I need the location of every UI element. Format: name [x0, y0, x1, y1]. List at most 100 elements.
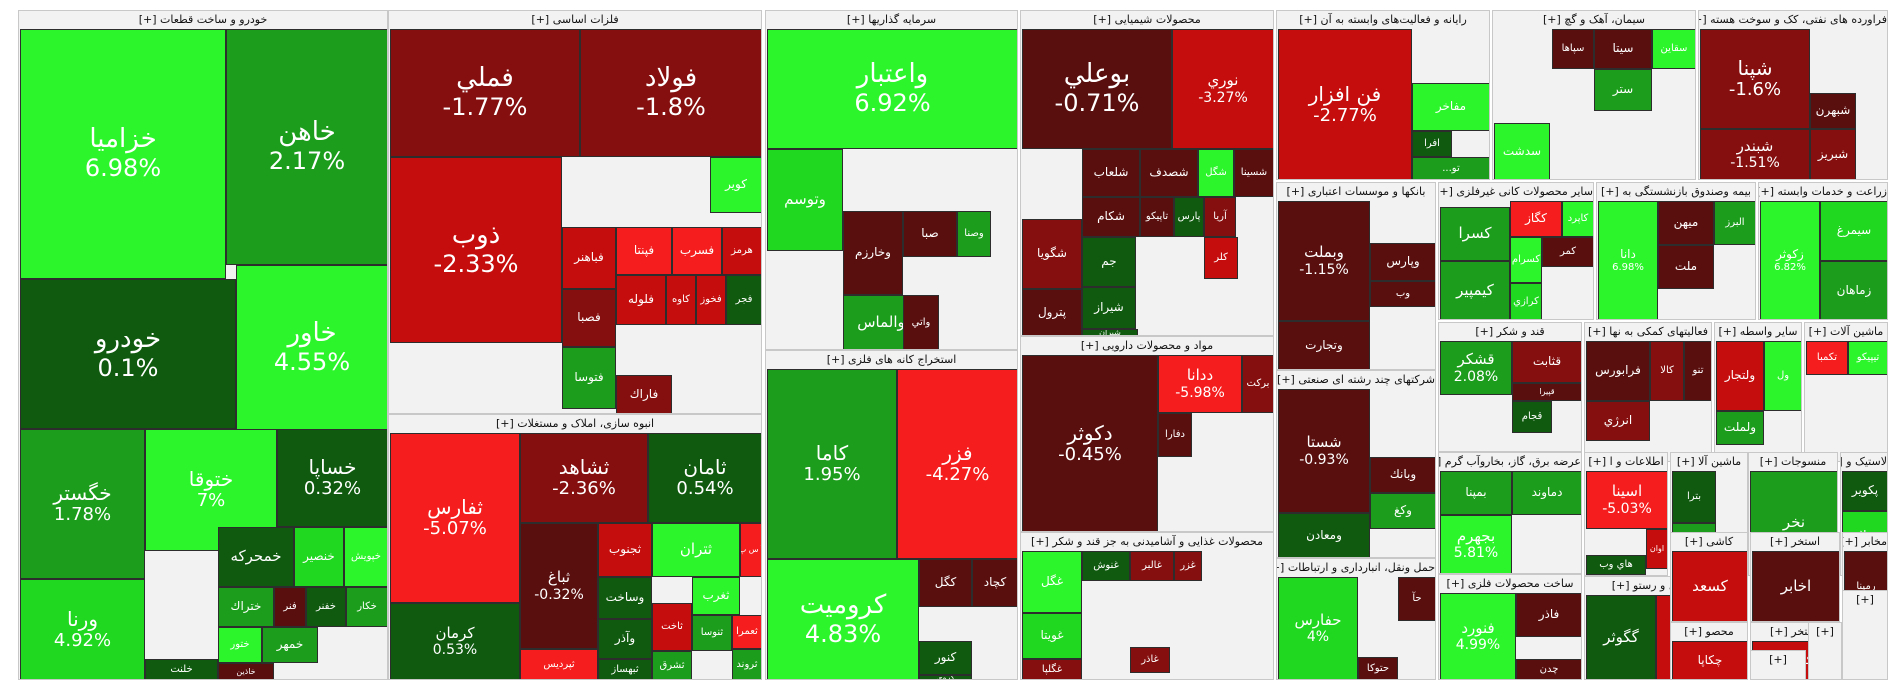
stock-tile[interactable]: شیراز [1082, 287, 1136, 329]
stock-tile[interactable]: كسرام [1510, 237, 1542, 283]
stock-tile[interactable]: دانا 6.98% [1598, 201, 1658, 319]
stock-tile[interactable]: البرز [1714, 201, 1755, 245]
stock-tile[interactable]: واعتبار 6.92% [767, 29, 1017, 149]
stock-tile[interactable]: وصنا [957, 211, 991, 257]
stock-tile[interactable]: خلنت [145, 659, 218, 679]
sector-title[interactable]: فلزات اساسی [+] [531, 13, 619, 26]
stock-tile[interactable]: اخابر [1752, 551, 1839, 621]
stock-tile[interactable]: ومعادن [1278, 513, 1370, 557]
stock-tile[interactable]: وبملت -1.15% [1278, 201, 1370, 321]
stock-tile[interactable]: كاما 1.95% [767, 369, 897, 559]
stock-tile[interactable]: شبهرن [1810, 93, 1856, 129]
stock-tile[interactable]: وساخت [598, 577, 652, 619]
sector-title[interactable]: سرمایه گذاریها [+] [846, 13, 937, 26]
stock-tile[interactable]: كسعد [1672, 551, 1747, 621]
stock-tile[interactable]: وكغ [1370, 493, 1435, 529]
stock-tile[interactable]: غاذر [1130, 647, 1170, 673]
stock-tile[interactable]: دكوثر -0.45% [1022, 355, 1158, 531]
sector-title[interactable]: اطلاعات و ا [+] [1588, 455, 1664, 468]
stock-tile[interactable]: خمحرکه [218, 527, 294, 587]
stock-tile[interactable]: غزر [1174, 551, 1202, 581]
stock-tile[interactable]: شبریز [1810, 129, 1856, 179]
stock-tile[interactable]: فتوسا [562, 347, 616, 409]
stock-tile[interactable]: پترول [1022, 289, 1082, 335]
sector-title[interactable]: [+] [1769, 653, 1787, 666]
stock-tile[interactable]: زكوثر 6.82% [1760, 201, 1820, 319]
stock-tile[interactable]: ختراك [218, 587, 274, 627]
stock-tile[interactable]: شیران [1082, 329, 1138, 335]
stock-tile[interactable]: دفارا [1158, 413, 1192, 457]
stock-tile[interactable]: حفارس 4% [1278, 577, 1358, 679]
sector-title[interactable]: شرکتهای چند رشته ای صنعتی [+] [1277, 373, 1435, 386]
stock-tile[interactable]: افرا [1412, 131, 1452, 157]
sector-title[interactable]: لاستیک و [+] [1841, 455, 1887, 468]
stock-tile[interactable]: ثنوسا [692, 615, 732, 651]
stock-tile[interactable]: قثابت [1512, 341, 1581, 383]
stock-tile[interactable]: جم [1082, 237, 1136, 287]
sector-title[interactable]: رایانه و فعالیت‌های وابسته به آن [+] [1299, 13, 1467, 26]
stock-tile[interactable]: كيمپير [1440, 261, 1510, 319]
stock-tile[interactable]: سدشت [1494, 123, 1550, 179]
sector-title[interactable]: قند و شکر [+] [1475, 325, 1545, 338]
stock-tile[interactable]: تنو [1684, 341, 1711, 401]
stock-tile[interactable]: وب [1370, 281, 1435, 307]
sector-title[interactable]: فعالیتهای کمکی به نها [+] [1587, 325, 1708, 338]
sector-title[interactable]: بانکها و موسسات اعتباری [+] [1286, 185, 1426, 198]
sector-title[interactable]: محصولات غذایی و آشامیدنی به جز قند و شکر… [1031, 535, 1263, 548]
stock-tile[interactable]: كرازي [1510, 283, 1542, 319]
stock-tile[interactable]: تاپیكو [1140, 197, 1174, 237]
stock-tile[interactable]: ...تو [1412, 157, 1489, 179]
stock-tile[interactable]: غگل [1022, 551, 1082, 613]
sector-title[interactable]: انبوه سازی، املاک و مستغلات [+] [495, 417, 655, 430]
stock-tile[interactable]: فسرب [672, 227, 722, 275]
stock-tile[interactable]: فاذر [1516, 593, 1581, 637]
stock-tile[interactable]: قشكر 2.08% [1440, 341, 1512, 395]
sector-title[interactable]: [+] [1816, 625, 1834, 638]
stock-tile[interactable]: تیپیکو [1848, 341, 1887, 375]
sector-title[interactable]: سیمان، آهک و گچ [+] [1542, 13, 1645, 26]
stock-tile[interactable]: وتجارت [1278, 321, 1370, 369]
stock-tile[interactable]: ستر [1594, 69, 1652, 111]
stock-tile[interactable]: كسرا [1440, 207, 1510, 261]
stock-tile[interactable]: كرمان 0.53% [390, 603, 520, 679]
stock-tile[interactable]: فلوله [616, 275, 666, 325]
stock-tile[interactable]: فزر -4.27% [897, 369, 1017, 559]
stock-tile[interactable]: فنر [274, 587, 306, 627]
stock-tile[interactable]: بترا [1672, 471, 1716, 523]
stock-tile[interactable]: قجام [1512, 401, 1552, 433]
stock-tile[interactable]: وخارزم [843, 211, 903, 295]
stock-tile[interactable]: خفنر [306, 587, 346, 627]
stock-tile[interactable]: ورنا 4.92% [20, 579, 145, 679]
sector-title[interactable]: ماشین آلات [+] [1808, 325, 1884, 338]
stock-tile[interactable]: ختور [218, 627, 262, 663]
stock-tile[interactable]: شستا -0.93% [1278, 389, 1370, 513]
sector-title[interactable]: فراورده های نفتی، کک و سوخت هسته [+] [1699, 13, 1887, 26]
stock-tile[interactable]: كاپرد [1562, 201, 1593, 237]
stock-tile[interactable]: ثتران [652, 523, 740, 577]
stock-tile[interactable]: خودرو 0.1% [20, 279, 236, 429]
stock-tile[interactable]: شلعاب [1082, 149, 1140, 197]
stock-tile[interactable]: ثجنوب [598, 523, 652, 577]
stock-tile[interactable]: ثپردیس [520, 649, 598, 679]
sector-title[interactable]: استخر [+] [1769, 535, 1821, 548]
sector-title[interactable]: منسوجات [+] [1759, 455, 1827, 468]
stock-tile[interactable]: فجر [726, 275, 761, 325]
stock-tile[interactable]: فاراك [616, 375, 672, 413]
stock-tile[interactable]: خساپا 0.32% [277, 429, 387, 527]
stock-tile[interactable]: ثشرق [652, 651, 692, 679]
stock-tile[interactable]: پكویر [1842, 471, 1887, 511]
stock-tile[interactable]: اوان [1646, 529, 1667, 569]
stock-tile[interactable]: دماوند [1512, 471, 1581, 515]
stock-tile[interactable]: كاوه [666, 275, 696, 325]
stock-tile[interactable]: خكار [346, 587, 387, 627]
stock-tile[interactable]: فرابورس [1586, 341, 1650, 401]
stock-tile[interactable]: فخوز [696, 275, 726, 325]
stock-tile[interactable]: گگوثر [1586, 595, 1656, 679]
sector-title[interactable]: استخر [+] [1769, 625, 1821, 638]
stock-tile[interactable]: خپویش [344, 527, 387, 587]
stock-tile[interactable]: خنصیر [294, 527, 344, 587]
stock-tile[interactable]: بمپنا [1440, 471, 1512, 515]
sector-title[interactable]: محصو [+] [1684, 625, 1734, 638]
stock-tile[interactable]: غالبر [1130, 551, 1174, 581]
stock-tile[interactable]: ملت [1658, 245, 1714, 289]
